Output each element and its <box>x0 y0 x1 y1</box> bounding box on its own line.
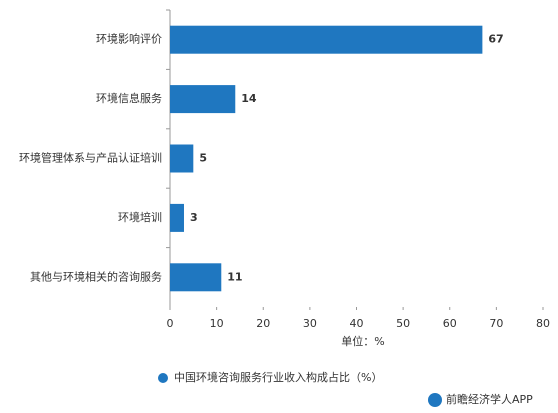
x-tick-label: 20 <box>256 317 270 330</box>
x-tick-label: 50 <box>396 317 410 330</box>
bar <box>170 263 222 292</box>
source-icon <box>428 393 442 407</box>
x-tick-label: 30 <box>303 317 317 330</box>
value-label: 3 <box>190 211 198 224</box>
y-tick-label: 其他与环境相关的咨询服务 <box>30 269 162 283</box>
value-label: 11 <box>227 270 242 283</box>
y-tick-label: 环境影响评价 <box>96 32 162 46</box>
legend-label: 中国环境咨询服务行业收入构成占比（%） <box>174 370 382 384</box>
x-axis-label: 单位：% <box>341 334 384 348</box>
x-tick-label: 40 <box>350 317 364 330</box>
source: 前瞻经济学人APP <box>446 392 533 406</box>
bar <box>170 144 194 173</box>
value-label: 5 <box>199 152 207 165</box>
x-tick-label: 0 <box>167 317 174 330</box>
x-tick-label: 60 <box>443 317 457 330</box>
y-tick-label: 环境信息服务 <box>96 91 162 105</box>
x-tick-label: 80 <box>536 317 550 330</box>
bar <box>170 203 184 232</box>
y-tick-label: 环境培训 <box>118 210 162 224</box>
x-tick-label: 70 <box>489 317 503 330</box>
y-tick-label: 环境管理体系与产品认证培训 <box>19 151 162 165</box>
value-label: 14 <box>241 92 257 105</box>
bar <box>170 25 483 54</box>
bar <box>170 85 236 114</box>
x-tick-label: 10 <box>210 317 224 330</box>
value-label: 67 <box>488 33 503 46</box>
legend-marker <box>158 373 168 383</box>
